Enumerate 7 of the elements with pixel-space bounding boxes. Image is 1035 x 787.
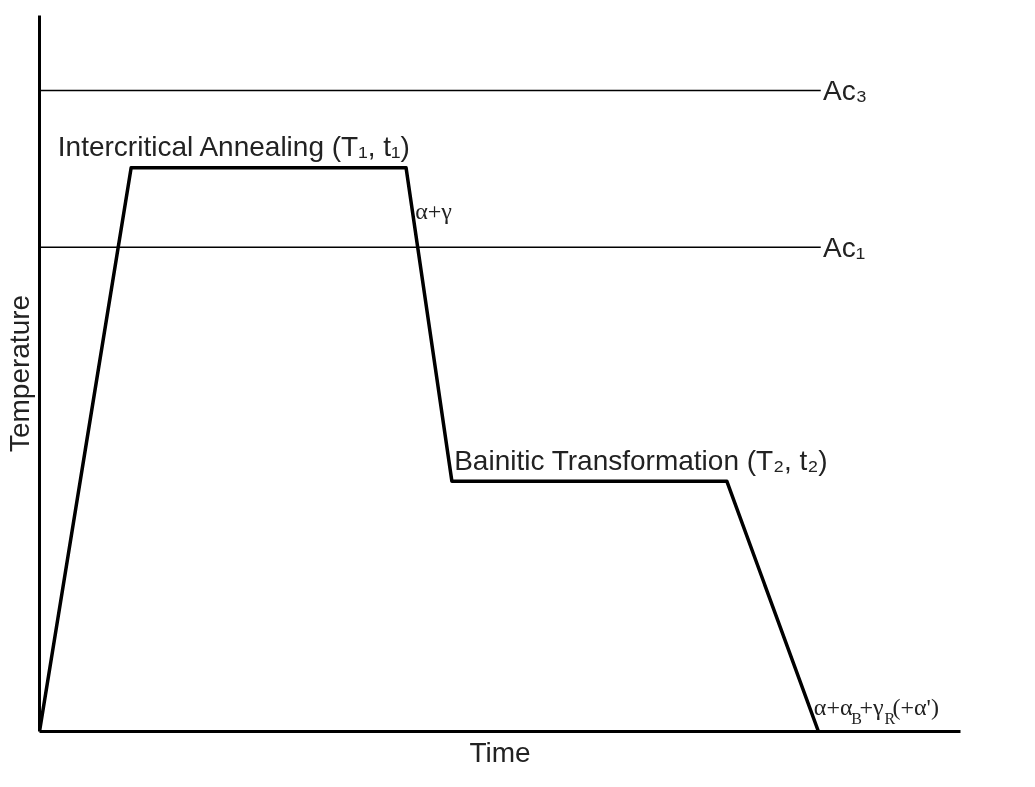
- annotation: α+γ: [415, 198, 453, 225]
- x-axis-title: Time: [469, 736, 531, 768]
- annotation: Bainitic Transformation (T₂, t₂): [454, 444, 828, 476]
- text: Intercritical Annealing (T₁, t₁): [57, 131, 410, 163]
- ref-line-label: Ac₃: [823, 74, 868, 106]
- y-axis-title: Temperature: [3, 294, 35, 453]
- ref-line-label: Ac₁: [823, 231, 866, 263]
